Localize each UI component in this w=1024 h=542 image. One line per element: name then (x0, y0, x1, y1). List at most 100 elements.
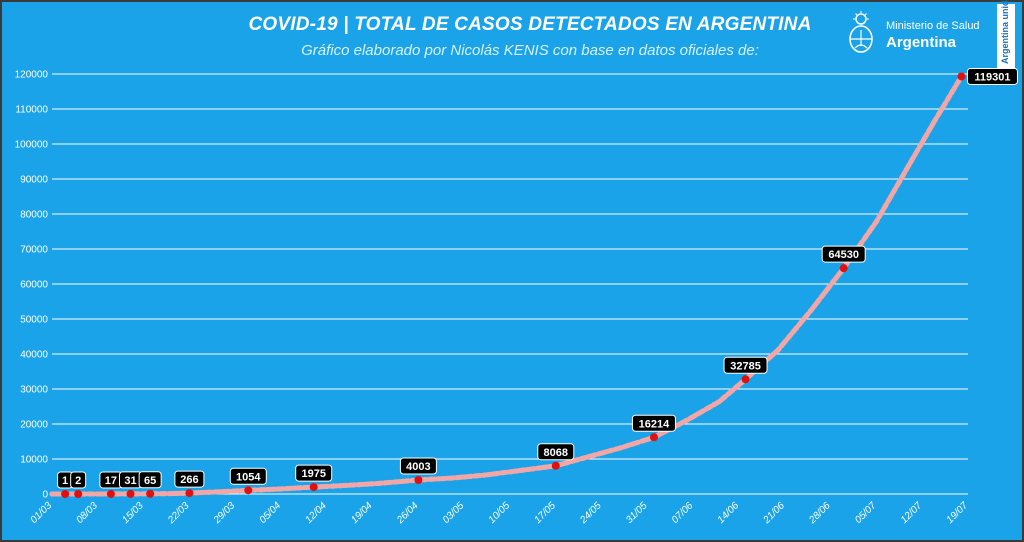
x-tick-label: 07/06 (670, 500, 696, 526)
x-tick-label: 28/06 (807, 500, 833, 526)
series-point (918, 142, 924, 148)
series-point (782, 338, 789, 344)
series-point (585, 454, 592, 460)
argentina-unida-badge: Argentina unida (997, 0, 1015, 68)
series-point (206, 489, 212, 495)
series-point (618, 445, 624, 451)
y-tick-label: 100000 (15, 140, 49, 151)
x-tick-label: 24/05 (578, 500, 604, 526)
data-label-box (70, 471, 87, 489)
series-point (912, 152, 918, 158)
series-point (939, 106, 945, 112)
series-point (564, 460, 570, 466)
y-tick-label: 10000 (20, 455, 48, 466)
series-point (705, 405, 712, 411)
chart-series (49, 72, 966, 498)
series-point (862, 234, 869, 240)
series-point (900, 172, 906, 178)
data-label: 1054 (236, 471, 261, 483)
series-point (952, 84, 958, 90)
series-point (949, 90, 955, 96)
series-point (607, 448, 613, 454)
series-point (725, 391, 731, 397)
data-label: 266 (180, 474, 198, 486)
y-tick-label: 40000 (20, 350, 48, 361)
data-label: 65 (144, 475, 156, 487)
series-point (801, 316, 807, 322)
series-point (356, 482, 363, 488)
series-point (837, 270, 843, 276)
data-label-box (723, 356, 768, 374)
series-point (859, 239, 865, 245)
series-point (530, 466, 536, 472)
annotated-point (126, 489, 135, 498)
annotated-point (551, 461, 560, 470)
annotated-point (414, 475, 423, 484)
series-point (88, 491, 94, 497)
series-point (278, 486, 284, 492)
data-label: 64530 (828, 249, 859, 261)
series-point (689, 414, 695, 420)
data-label-box (966, 67, 1018, 85)
series-point (330, 483, 336, 489)
y-tick-label: 30000 (20, 385, 48, 396)
series-point (645, 436, 652, 442)
x-tick-label: 10/05 (487, 500, 513, 526)
series-point (199, 489, 206, 496)
series-point (519, 467, 525, 473)
series-point (602, 449, 608, 455)
data-label: 16214 (639, 418, 670, 430)
series-point (435, 476, 441, 482)
chart-grid (52, 73, 968, 495)
series-point (525, 466, 531, 473)
series-point (656, 431, 662, 438)
series-point (180, 490, 186, 496)
data-label: 4003 (406, 461, 430, 473)
series-point (160, 491, 166, 497)
series-point (634, 439, 641, 446)
data-label: 31 (124, 475, 136, 487)
series-point (271, 486, 278, 492)
series-point (812, 303, 818, 309)
series-line (49, 73, 964, 497)
series-point (926, 127, 933, 133)
series-point (596, 451, 603, 457)
series-point (830, 279, 836, 285)
series-point (833, 274, 840, 281)
series-point (826, 284, 832, 290)
series-point (876, 213, 882, 220)
x-tick-label: 26/04 (394, 500, 420, 526)
data-label-box (399, 457, 437, 475)
annotated-point (185, 489, 194, 498)
data-label: 17 (105, 475, 117, 487)
series-point (252, 487, 258, 493)
series-point (955, 79, 961, 85)
series-point (945, 95, 951, 101)
series-point (121, 491, 127, 497)
y-tick-label: 80000 (20, 210, 48, 221)
series-point (779, 342, 785, 349)
series-point (888, 193, 894, 199)
x-tick-label: 19/07 (945, 500, 971, 526)
y-axis: 0 10000 20000 30000 40000 50000 60000 70000 8000… (15, 70, 49, 501)
series-point (866, 229, 872, 235)
x-tick-label: 01/03 (29, 500, 55, 526)
series-point (793, 325, 800, 331)
ministerio-logo: Ministerio de Salud Argentina (846, 10, 986, 60)
logo-ministerio-text: Ministerio de Salud (886, 20, 980, 32)
series-point (370, 481, 376, 487)
series-point (324, 483, 330, 490)
y-tick-label: 50000 (20, 315, 48, 326)
series-point (428, 476, 435, 482)
series-point (909, 157, 915, 163)
series-point (894, 182, 900, 189)
series-point (393, 479, 399, 485)
series-point (317, 484, 323, 490)
series-point (350, 482, 356, 488)
series-point (770, 351, 777, 357)
series-point (304, 484, 310, 491)
series-point (822, 289, 829, 295)
series-point (580, 455, 586, 461)
series-point (101, 491, 107, 497)
